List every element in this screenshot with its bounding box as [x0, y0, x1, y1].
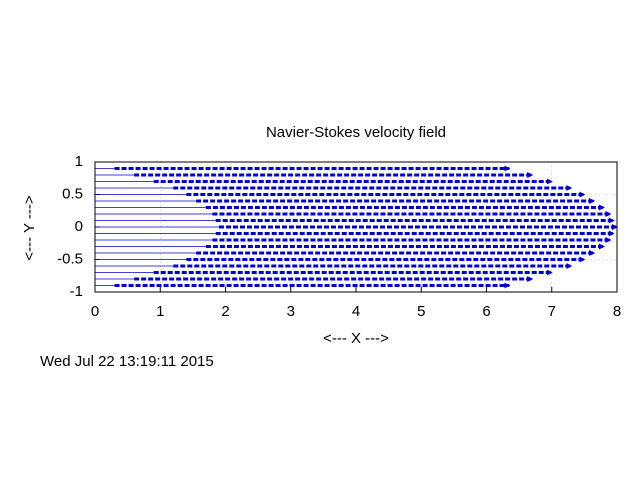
x-tick-label: 3 [287, 303, 295, 320]
x-tick-label: 2 [221, 303, 229, 320]
x-tick-label: 6 [482, 303, 490, 320]
x-tick-label: 4 [352, 303, 360, 320]
y-tick-label: 0 [75, 218, 83, 235]
chart-title: Navier-Stokes velocity field [266, 124, 446, 141]
x-tick-label: 5 [417, 303, 425, 320]
y-tick-label: -1 [70, 283, 83, 300]
x-tick-label: 8 [613, 303, 621, 320]
timestamp: Wed Jul 22 13:19:11 2015 [40, 353, 214, 370]
y-axis-label: <--- Y ---> [21, 195, 38, 261]
y-tick-label: 1 [75, 153, 83, 170]
y-tick-label: -0.5 [57, 250, 83, 267]
x-axis-label: <--- X ---> [323, 330, 389, 347]
x-tick-label: 1 [156, 303, 164, 320]
plot-border [94, 161, 618, 293]
y-tick-label: 0.5 [62, 185, 83, 202]
x-tick-label: 7 [548, 303, 556, 320]
x-tick-label: 0 [91, 303, 99, 320]
